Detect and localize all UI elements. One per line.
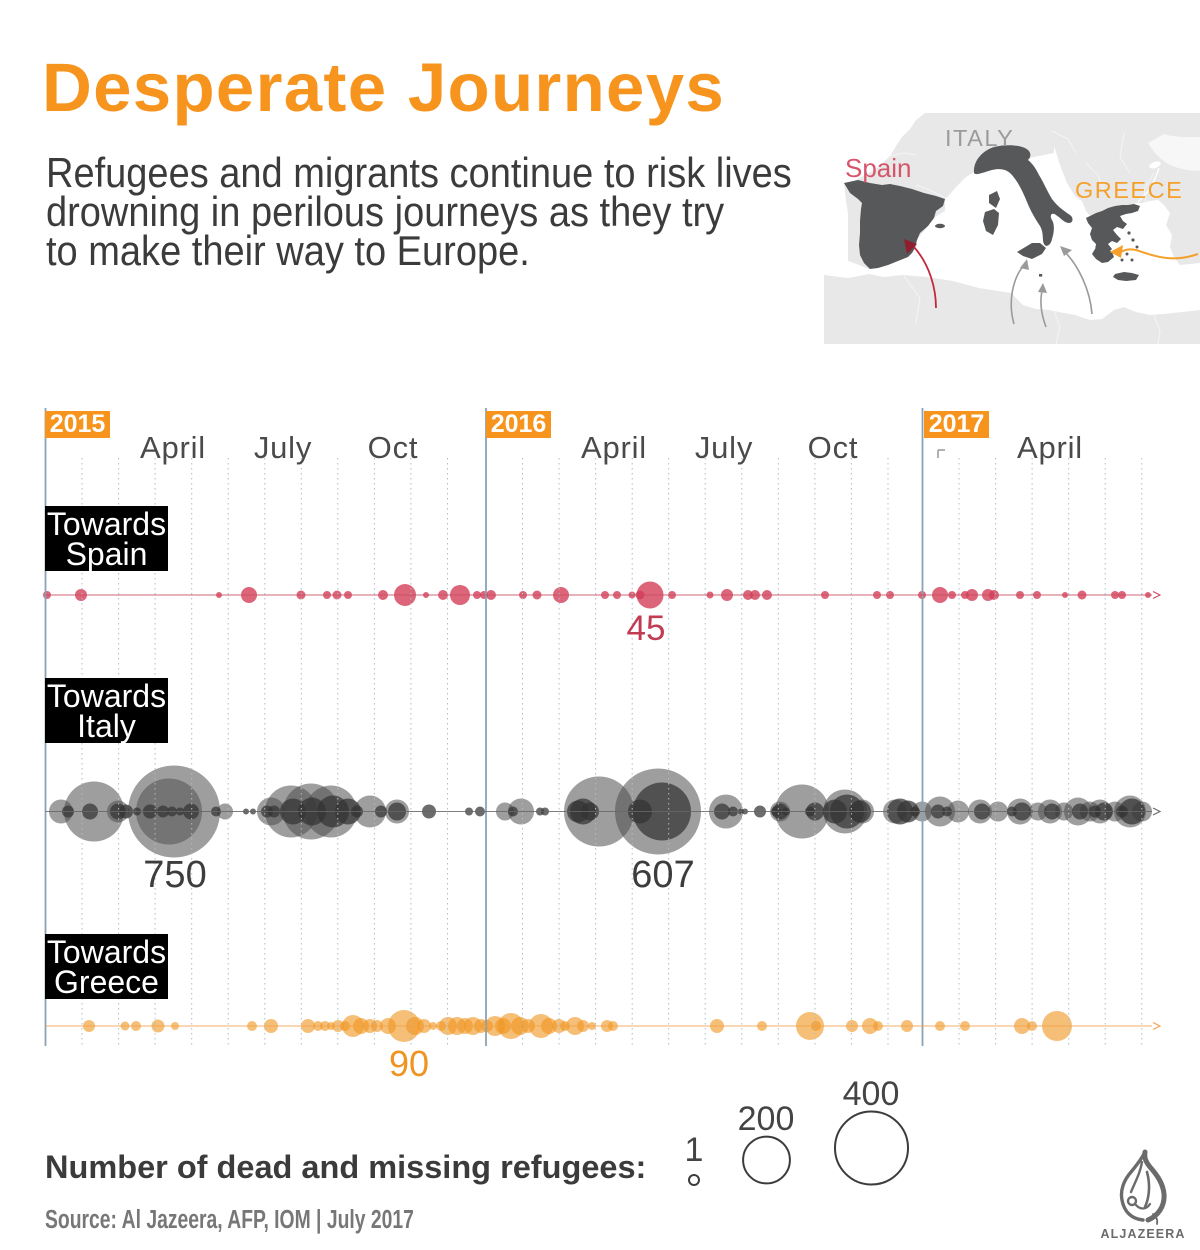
svg-text:607: 607	[631, 854, 694, 896]
svg-text:GREECE: GREECE	[1075, 177, 1183, 203]
svg-text:ALJAZEERA: ALJAZEERA	[1101, 1227, 1186, 1241]
svg-text:45: 45	[627, 609, 666, 648]
svg-text:750: 750	[143, 854, 206, 896]
svg-text:90: 90	[389, 1043, 429, 1084]
svg-text:ITALY: ITALY	[945, 125, 1014, 151]
svg-text:Spain: Spain	[845, 153, 912, 183]
